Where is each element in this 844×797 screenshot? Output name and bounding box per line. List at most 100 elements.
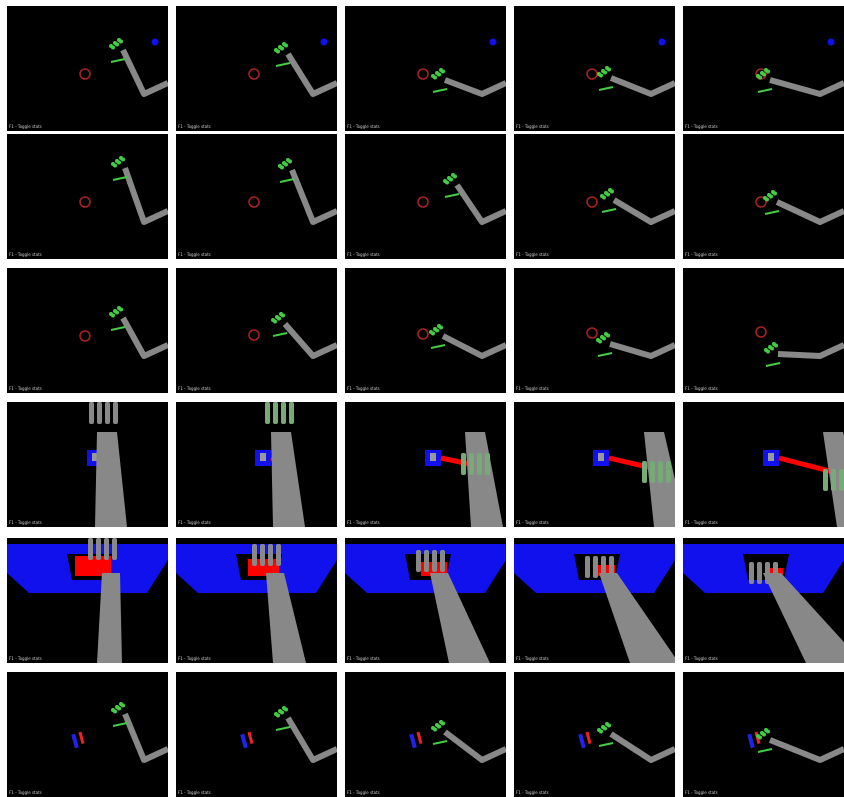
frame: F1 - Toggle stats [514,134,675,259]
hand-finger [469,453,474,475]
overlay-text: F1 - Toggle stats [178,520,211,525]
goal-marker [152,39,159,46]
hand-finger [252,544,257,566]
gripper-finger [276,50,280,54]
gripper-finger [607,724,611,728]
gripper-finger [762,73,766,77]
hand-finger [585,556,590,578]
gripper-finger [280,711,284,715]
gripper-finger [599,74,603,78]
background [345,6,506,131]
gripper-finger [445,181,449,185]
goal-marker [321,39,328,46]
object-core [598,453,604,461]
hand-finger [273,402,278,424]
overlay-text: F1 - Toggle stats [178,656,211,661]
gripper-finger [433,76,437,80]
overlay-text: F1 - Toggle stats [685,252,718,257]
hand-finger [666,461,671,483]
gripper-finger [765,198,769,202]
object-core [768,453,774,461]
overlay-text: F1 - Toggle stats [516,386,549,391]
frame: F1 - Toggle stats [7,268,168,393]
background [176,134,337,259]
overlay-text: F1 - Toggle stats [685,520,718,525]
hand-finger [105,402,110,424]
gripper-finger [111,46,115,50]
gripper-finger [449,178,453,182]
overlay-text: F1 - Toggle stats [9,790,42,795]
frame: F1 - Toggle stats [345,134,506,259]
goal-marker [490,39,497,46]
hand-finger [477,453,482,475]
hand-finger [281,402,286,424]
frame: F1 - Toggle stats [176,6,337,131]
hand-finger [113,402,118,424]
frame: F1 - Toggle stats [176,402,337,527]
frame: F1 - Toggle stats [683,134,844,259]
frame: F1 - Toggle stats [345,268,506,393]
goal-marker [659,39,666,46]
overlay-text: F1 - Toggle stats [178,790,211,795]
hand-finger [839,469,844,491]
hand-finger [440,550,445,572]
background [176,6,337,131]
gripper-finger [273,320,277,324]
gripper-finger [119,40,123,44]
gripper-finger [758,736,762,740]
background [683,134,844,259]
gripper-finger [603,727,607,731]
overlay-text: F1 - Toggle stats [685,656,718,661]
gripper-finger [115,311,119,315]
overlay-text: F1 - Toggle stats [516,656,549,661]
gripper-finger [280,166,284,170]
gripper-finger [276,714,280,718]
hand-finger [88,538,93,560]
gripper-finger [437,73,441,77]
gripper-finger [762,733,766,737]
gripper-finger [435,329,439,333]
frame: F1 - Toggle stats [683,672,844,797]
hand-finger [89,402,94,424]
background [514,268,675,393]
overlay-text: F1 - Toggle stats [178,386,211,391]
hand-finger [485,453,490,475]
frame: F1 - Toggle stats [514,538,675,663]
gripper-finger [603,71,607,75]
hand-finger [276,544,281,566]
frame: F1 - Toggle stats [345,538,506,663]
overlay-text: F1 - Toggle stats [685,386,718,391]
hand-finger [104,538,109,560]
overlay-text: F1 - Toggle stats [9,252,42,257]
hand-finger [112,538,117,560]
gripper-finger [117,161,121,165]
gripper-finger [437,725,441,729]
gripper-finger [439,326,443,330]
background [514,134,675,259]
gripper-finger [606,193,610,197]
gripper-finger [281,314,285,318]
frame: F1 - Toggle stats [176,538,337,663]
hand-finger [424,550,429,572]
frame: F1 - Toggle stats [683,6,844,131]
overlay-text: F1 - Toggle stats [347,790,380,795]
gripper-finger [280,47,284,51]
gripper-finger [606,334,610,338]
gripper-finger [117,707,121,711]
overlay-text: F1 - Toggle stats [685,124,718,129]
gripper-finger [284,708,288,712]
gripper-finger [441,722,445,726]
hand-finger [650,461,655,483]
frame: F1 - Toggle stats [345,672,506,797]
gripper-finger [284,44,288,48]
overlay-text: F1 - Toggle stats [9,124,42,129]
frame: F1 - Toggle stats [7,538,168,663]
overlay-text: F1 - Toggle stats [516,790,549,795]
background [683,6,844,131]
gripper-finger [599,730,603,734]
overlay-text: F1 - Toggle stats [347,656,380,661]
hand-finger [658,461,663,483]
background [514,6,675,131]
background [176,672,337,797]
hand-finger [823,469,828,491]
